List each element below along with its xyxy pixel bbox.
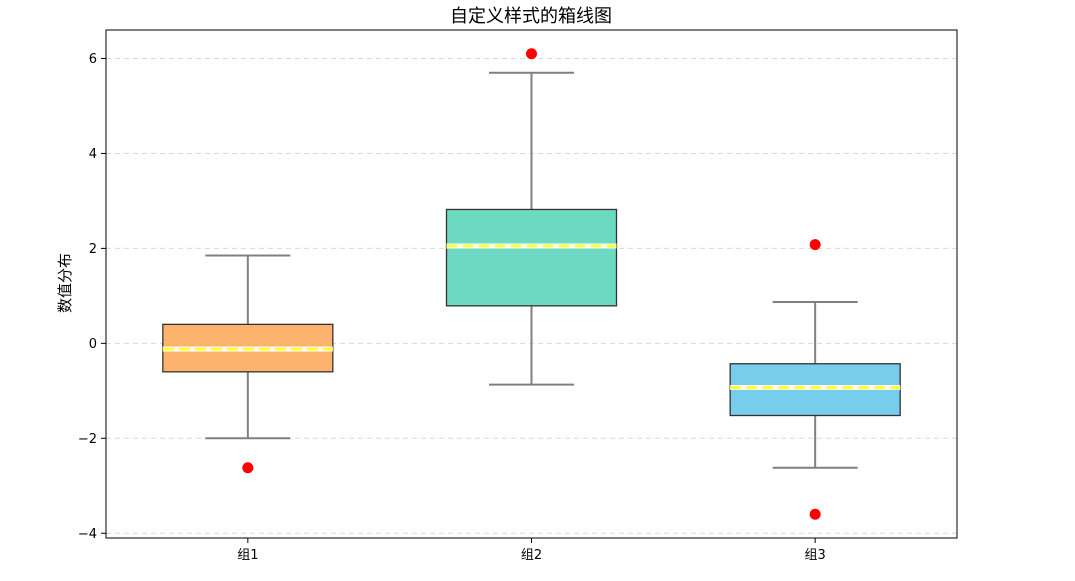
y-tick-label: −2 [78, 432, 97, 447]
y-axis-label: 数值分布 [56, 253, 74, 313]
box-group [729, 239, 901, 520]
x-tick-label: 组2 [521, 548, 542, 563]
chart-title: 自定义样式的箱线图 [450, 6, 612, 27]
outlier-point [242, 462, 254, 474]
outlier-point [809, 508, 821, 520]
y-tick-label: 6 [89, 52, 97, 67]
y-axis-ticks: −4 −2 0 2 4 6 [78, 52, 106, 542]
x-axis-ticks: 组1 组2 组3 [237, 538, 826, 563]
box-layer [162, 48, 901, 520]
outlier-point [526, 48, 537, 60]
x-tick-label: 组3 [805, 548, 826, 563]
y-tick-label: 4 [89, 147, 97, 162]
outlier-point [809, 239, 821, 251]
iqr-box [445, 208, 618, 307]
y-tick-label: 2 [89, 242, 97, 257]
x-tick-label: 组1 [237, 548, 258, 563]
y-tick-label: 0 [89, 337, 97, 352]
y-tick-label: −4 [78, 527, 97, 542]
box-group [445, 48, 618, 386]
box-group [162, 254, 334, 474]
